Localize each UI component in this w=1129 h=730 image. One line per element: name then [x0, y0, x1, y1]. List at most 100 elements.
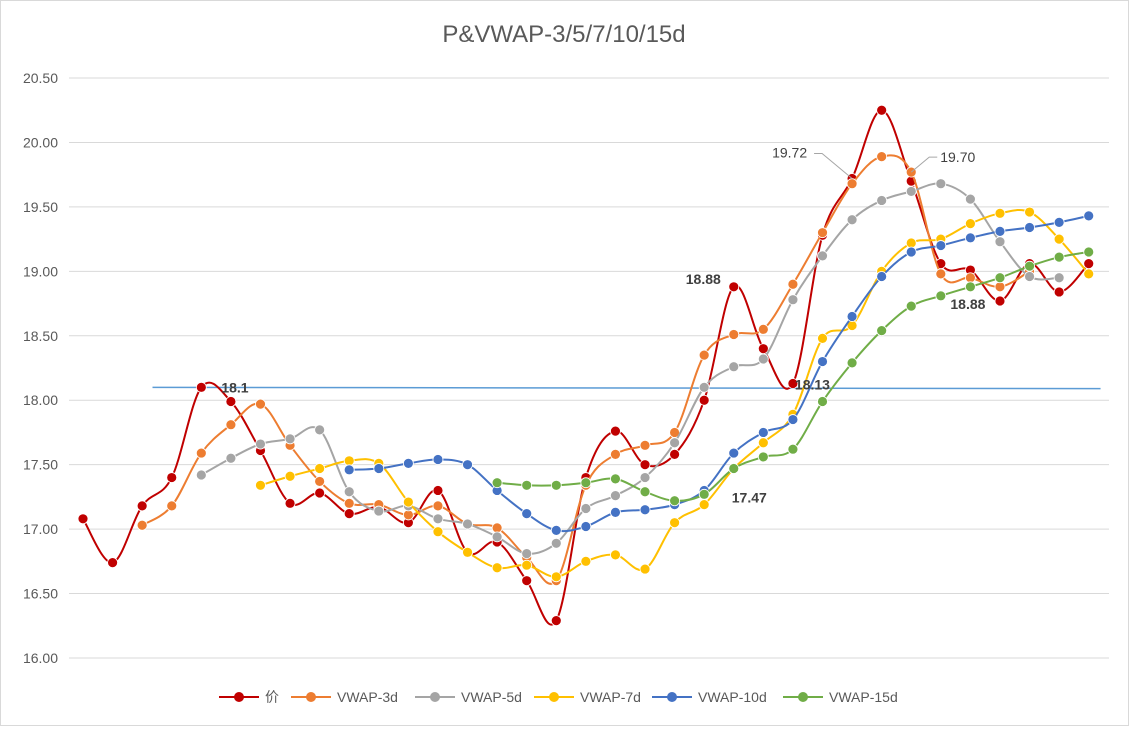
data-point: [314, 463, 326, 474]
series-vwap-10d: [343, 210, 1095, 536]
data-point: [965, 272, 976, 284]
y-tick-label: 19.50: [23, 199, 58, 215]
data-point: [698, 381, 710, 393]
data-point: [580, 521, 592, 532]
data-point: [639, 439, 651, 451]
data-point: [669, 517, 680, 529]
chart-title: P&VWAP-3/5/7/10/15d: [442, 21, 685, 48]
data-point: [876, 104, 888, 116]
legend-item: VWAP-10d: [652, 689, 767, 705]
data-point: [550, 525, 562, 536]
data-point: [432, 454, 444, 465]
data-point: [728, 329, 740, 340]
data-point: [846, 214, 858, 226]
data-point: [639, 504, 651, 516]
data-point: [1053, 272, 1065, 284]
data-point: [817, 332, 828, 344]
data-point: [1053, 251, 1065, 263]
data-point: [639, 563, 651, 575]
data-point: [876, 271, 888, 282]
data-label: 18.1: [221, 379, 248, 395]
legend-marker: [430, 692, 440, 702]
y-tick-label: 16.50: [23, 586, 58, 602]
data-point: [402, 509, 414, 521]
data-point: [994, 236, 1006, 248]
data-point: [757, 427, 769, 438]
data-point: [610, 506, 621, 518]
legend-item: VWAP-15d: [783, 689, 898, 705]
data-point: [787, 278, 799, 290]
reference-line: [152, 386, 1101, 390]
data-point: [225, 396, 237, 407]
data-label: 19.70: [940, 149, 975, 165]
y-tick-label: 20.50: [23, 70, 58, 86]
data-point: [1083, 258, 1095, 270]
data-point: [728, 463, 740, 474]
data-point: [1024, 271, 1035, 282]
data-point: [1083, 210, 1095, 222]
data-point: [521, 479, 533, 491]
data-point: [876, 151, 888, 163]
data-point: [521, 575, 533, 587]
data-point: [669, 495, 680, 507]
legend-label: VWAP-10d: [698, 689, 767, 705]
series-vwap-3d: [136, 151, 1035, 587]
legend-label: VWAP-15d: [829, 689, 898, 705]
data-point: [1053, 216, 1065, 228]
data-point: [432, 500, 444, 512]
data-point: [343, 508, 355, 520]
data-point: [728, 281, 740, 293]
data-point: [284, 470, 296, 482]
data-label: 17.47: [732, 490, 767, 506]
data-point: [698, 499, 710, 511]
data-point: [728, 447, 740, 459]
data-point: [343, 455, 355, 467]
data-point: [550, 615, 562, 627]
data-point: [846, 357, 858, 369]
data-point: [817, 227, 828, 239]
data-point: [1083, 268, 1095, 280]
data-point: [1024, 206, 1035, 218]
series-vwap-15d: [491, 246, 1095, 507]
data-point: [166, 500, 178, 512]
legend-marker: [234, 692, 244, 702]
data-label: 18.88: [686, 271, 721, 287]
data-point: [107, 557, 118, 569]
data-point: [610, 425, 621, 437]
data-point: [935, 240, 947, 251]
legend-label: 价: [265, 689, 279, 705]
data-point: [757, 451, 769, 463]
y-tick-label: 18.00: [23, 392, 58, 408]
data-point: [462, 459, 473, 471]
legend-item: VWAP-7d: [534, 689, 641, 705]
y-tick-label: 18.50: [23, 328, 58, 344]
data-point: [580, 555, 592, 567]
data-point: [521, 508, 533, 520]
data-point: [905, 300, 917, 312]
data-point: [757, 353, 769, 365]
data-point: [550, 479, 562, 491]
y-tick-label: 17.50: [23, 457, 58, 473]
data-point: [77, 513, 89, 525]
data-point: [935, 290, 947, 302]
data-label-layer: 18.1 18.88 18.13 19.72 19.70 17.47 18.88: [221, 145, 985, 506]
data-point: [1024, 222, 1035, 233]
data-point: [935, 178, 947, 190]
data-point: [994, 281, 1006, 293]
data-point: [994, 207, 1006, 219]
data-point: [994, 225, 1006, 237]
data-point: [255, 398, 266, 410]
legend-marker: [798, 692, 808, 702]
data-point: [965, 218, 976, 230]
data-point: [1053, 233, 1065, 245]
data-point: [787, 414, 799, 425]
data-point: [757, 437, 769, 449]
data-point: [521, 548, 533, 559]
data-label: 18.88: [950, 296, 985, 312]
data-point: [639, 486, 651, 498]
data-point: [669, 448, 680, 460]
legend-label: VWAP-7d: [580, 689, 641, 705]
data-point: [905, 237, 917, 249]
